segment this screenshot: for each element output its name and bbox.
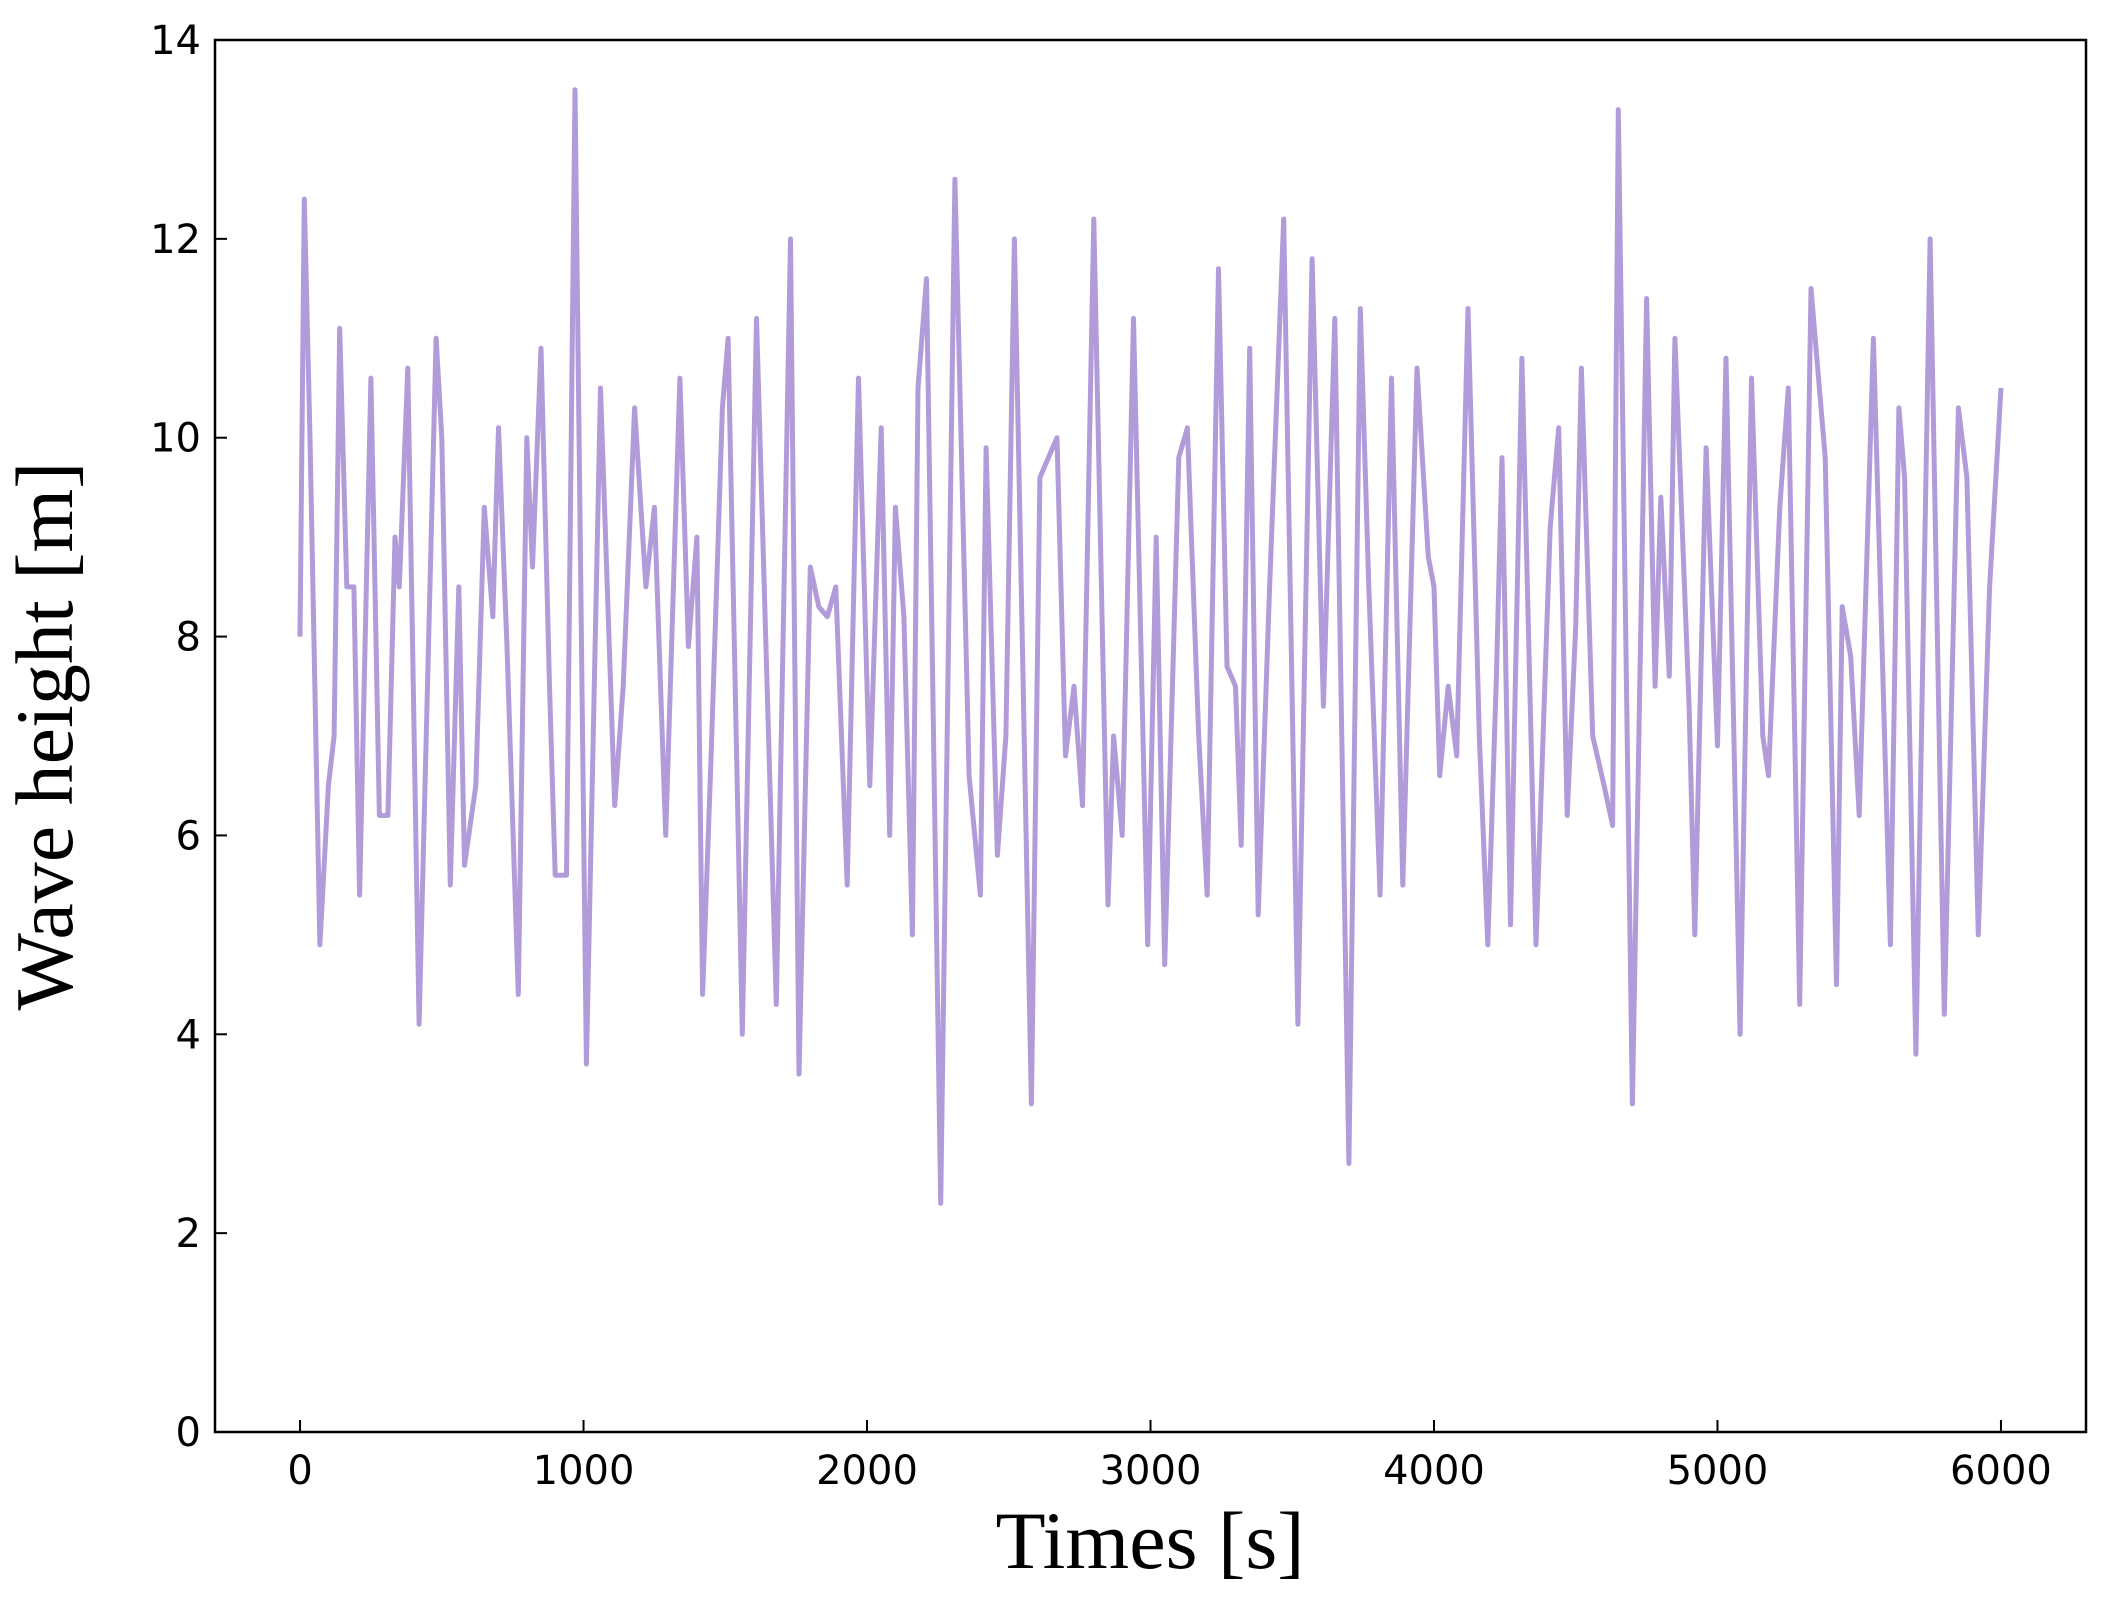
y-tick-label: 4 xyxy=(176,1012,201,1058)
x-tick-label: 0 xyxy=(287,1448,312,1494)
x-tick-label: 6000 xyxy=(1950,1448,2052,1494)
plot-frame xyxy=(213,38,2088,1434)
y-tick-label: 8 xyxy=(176,615,201,661)
x-tick-label: 2000 xyxy=(816,1448,918,1494)
y-tick-label: 2 xyxy=(176,1211,201,1257)
x-tick-label: 3000 xyxy=(1100,1448,1202,1494)
y-tick-label: 0 xyxy=(176,1410,201,1456)
y-tick-label: 10 xyxy=(150,416,201,462)
y-tick-label: 14 xyxy=(150,18,201,64)
y-axis-label: Wave height [m] xyxy=(0,462,90,1011)
data-line xyxy=(297,87,2004,1206)
x-tick-label: 1000 xyxy=(533,1448,635,1494)
y-tick-label: 6 xyxy=(176,813,201,859)
x-axis-label: Times [s] xyxy=(995,1495,1304,1586)
y-tick-label: 12 xyxy=(150,217,201,263)
x-tick-label: 4000 xyxy=(1383,1448,1485,1494)
x-tick-label: 5000 xyxy=(1667,1448,1769,1494)
